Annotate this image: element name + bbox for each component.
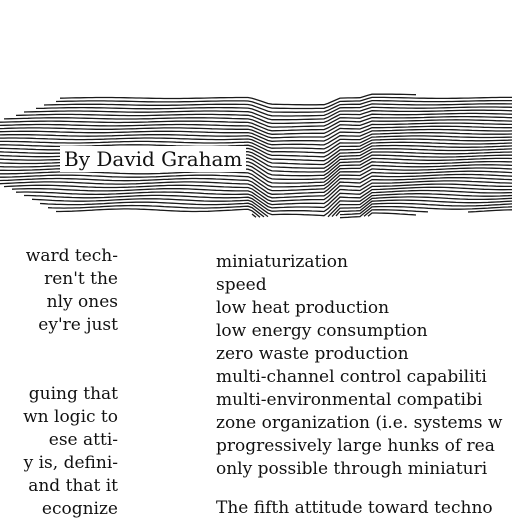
list-item: multi-environmental compatibi	[216, 390, 483, 410]
list-item: low heat production	[216, 298, 390, 318]
left-line: ward tech-	[25, 246, 118, 266]
list-item: progressively large hunks of rea	[216, 436, 495, 456]
banner-stripes	[0, 93, 512, 219]
list-item: low energy consumption	[216, 321, 428, 341]
banner-stripe	[47, 196, 512, 218]
banner-stripe	[59, 93, 417, 106]
left-line: y is, defini-	[23, 453, 118, 473]
banner-stripe	[0, 128, 512, 146]
banner-stripe	[3, 112, 512, 128]
left-line: guing that	[28, 384, 118, 404]
left-line: ren't the	[44, 269, 118, 289]
paragraph-gap	[0, 360, 118, 383]
banner-stripe	[0, 170, 512, 195]
banner-stripe	[56, 199, 512, 218]
attribute-list: miniaturization speed low heat productio…	[216, 251, 512, 481]
left-line: and that it	[28, 476, 118, 496]
banner-stripe	[36, 103, 512, 117]
banner-stripe	[24, 186, 512, 213]
list-item: zero waste production	[216, 344, 409, 364]
list-item: speed	[216, 275, 267, 295]
banner-stripe	[55, 96, 512, 110]
banner-stripe	[363, 209, 512, 217]
left-column: ward tech- ren't the nly ones ey're just…	[0, 245, 118, 521]
banner-stripe	[339, 205, 512, 219]
banner-stripe	[251, 202, 512, 218]
banner-stripe	[39, 193, 512, 218]
left-line: ese atti-	[48, 430, 118, 450]
banner-stripe	[0, 115, 512, 132]
byline: By David Graham	[60, 146, 247, 172]
banner-stripe	[0, 135, 512, 154]
banner-stripe	[31, 189, 512, 217]
left-line: wn logic to	[23, 407, 118, 427]
banner-stripe	[0, 125, 512, 142]
next-paragraph: The fifth attitude toward techno	[216, 498, 493, 518]
left-line: ey're just	[38, 315, 118, 335]
striped-banner	[0, 90, 512, 225]
banner-stripe	[43, 99, 512, 113]
banner-stripe	[0, 119, 512, 135]
paragraph-gap	[0, 337, 118, 360]
left-line: ecognize	[41, 499, 118, 519]
banner-stripe	[11, 180, 512, 206]
banner-stripe	[0, 167, 512, 192]
list-item: miniaturization	[216, 252, 348, 272]
banner-stripe	[0, 132, 512, 150]
list-item: only possible through miniaturi	[216, 459, 488, 479]
banner-stripe	[367, 212, 417, 217]
banner-stripe	[0, 173, 512, 199]
list-item: zone organization (i.e. systems w	[216, 413, 503, 433]
banner-stripe	[15, 109, 512, 125]
banner-stripe	[23, 106, 512, 121]
banner-stripe	[3, 177, 512, 202]
left-line: nly ones	[46, 292, 118, 312]
banner-stripe	[0, 122, 512, 139]
list-item: multi-channel control capabiliti	[216, 367, 487, 387]
banner-stripe	[15, 183, 512, 209]
